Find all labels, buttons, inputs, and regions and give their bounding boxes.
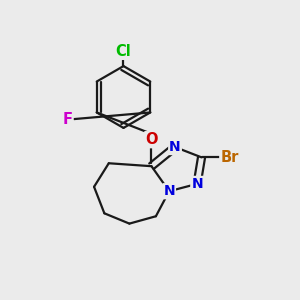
Text: N: N (163, 184, 175, 198)
Text: O: O (145, 132, 158, 147)
Text: N: N (169, 140, 181, 154)
Text: Cl: Cl (116, 44, 131, 59)
Text: N: N (191, 177, 203, 191)
Text: F: F (63, 112, 73, 127)
Text: Br: Br (220, 150, 239, 165)
